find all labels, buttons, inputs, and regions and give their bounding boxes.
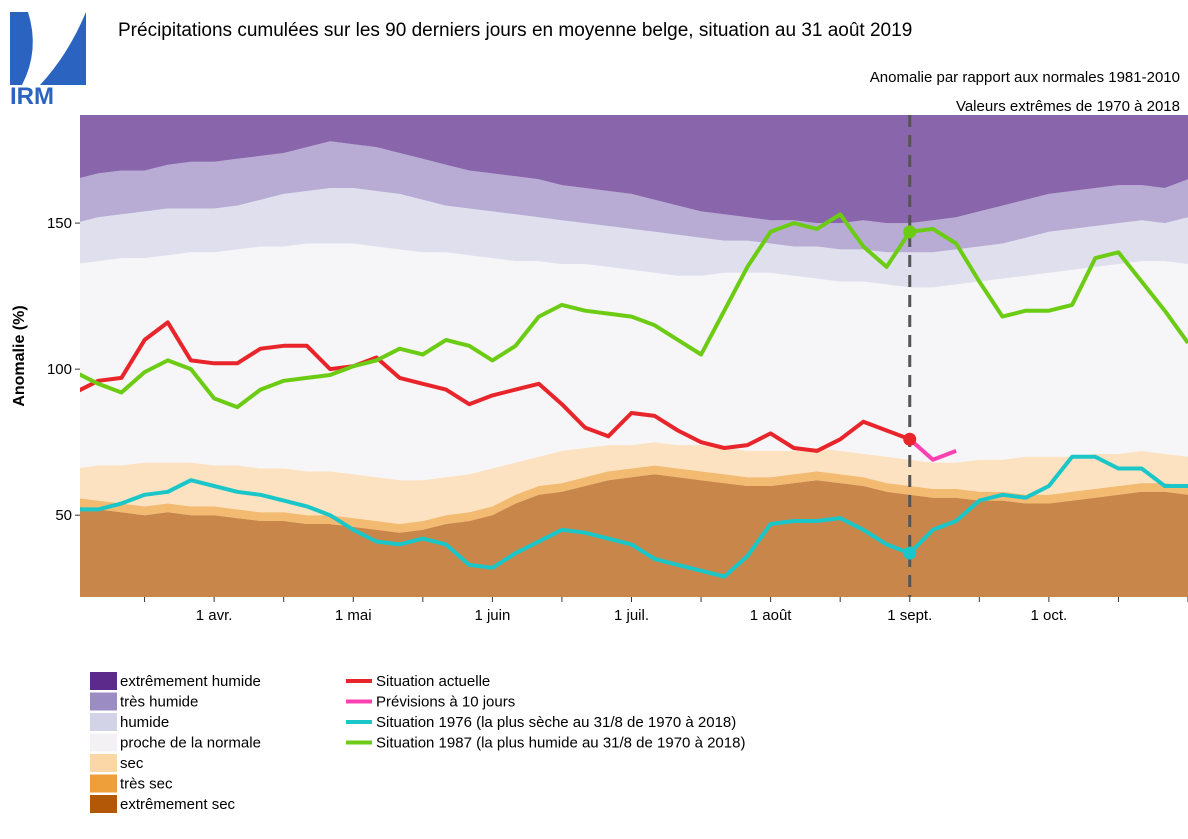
- legend-label: humide: [120, 714, 169, 731]
- legend-label: très sec: [120, 776, 173, 793]
- x-tick-label: 1 sept.: [887, 607, 932, 624]
- logo-shape: [40, 12, 86, 85]
- y-tick-label: 150: [47, 215, 72, 232]
- legend-swatch: [90, 795, 117, 813]
- x-tick-label: 1 mai: [335, 607, 372, 624]
- x-tick-label: 1 août: [750, 607, 793, 624]
- legend-swatch: [90, 692, 117, 711]
- legend-label: proche de la normale: [120, 735, 261, 752]
- legend-swatch: [90, 733, 117, 752]
- legend-label: Prévisions à 10 jours: [376, 694, 515, 711]
- logo-text: IRM: [10, 83, 54, 110]
- y-axis-label: Anomalie (%): [11, 305, 28, 406]
- legend-label: Situation 1987 (la plus humide au 31/8 d…: [376, 735, 745, 752]
- x-tick-label: 1 oct.: [1031, 607, 1068, 624]
- chart-title: Précipitations cumulées sur les 90 derni…: [118, 20, 912, 41]
- series-line: [908, 437, 957, 462]
- series-line: [80, 454, 1188, 579]
- x-tick-label: 1 avr.: [196, 607, 233, 624]
- legend-label: Situation actuelle: [376, 673, 490, 690]
- legend-swatch: [90, 672, 117, 690]
- x-tick-label: 1 juil.: [614, 607, 649, 624]
- series-line: [80, 212, 1188, 410]
- legend-label: Situation 1976 (la plus sèche au 31/8 de…: [376, 714, 736, 731]
- axes: 50 100 150 1 avr. 1 mai 1 juin 1 juil. 1 août 1 …: [47, 215, 1188, 624]
- series-line: [80, 320, 911, 453]
- logo-shape: [10, 12, 33, 85]
- legend-swatch: [90, 754, 117, 772]
- legend-label: sec: [120, 755, 144, 772]
- legend-swatch: [90, 774, 117, 793]
- current-point: [903, 432, 917, 446]
- legend-label: extrêmement humide: [120, 673, 261, 690]
- chart-subtitle: Valeurs extrêmes de 1970 à 2018: [956, 98, 1180, 115]
- plot-area: [80, 115, 1188, 597]
- current-point: [903, 546, 917, 560]
- legend-label: extrêmement sec: [120, 796, 236, 813]
- legend-label: très humide: [120, 694, 198, 711]
- x-tick-label: 1 juin: [474, 607, 510, 624]
- logo: IRM: [10, 12, 86, 110]
- legend-swatch: [90, 713, 117, 731]
- legend: extrêmement humide très humide humide proch…: [90, 672, 745, 813]
- current-point: [903, 225, 917, 239]
- y-tick-label: 50: [55, 507, 72, 524]
- chart-subtitle: Anomalie par rapport aux normales 1981-2…: [870, 69, 1180, 86]
- y-tick-label: 100: [47, 361, 72, 378]
